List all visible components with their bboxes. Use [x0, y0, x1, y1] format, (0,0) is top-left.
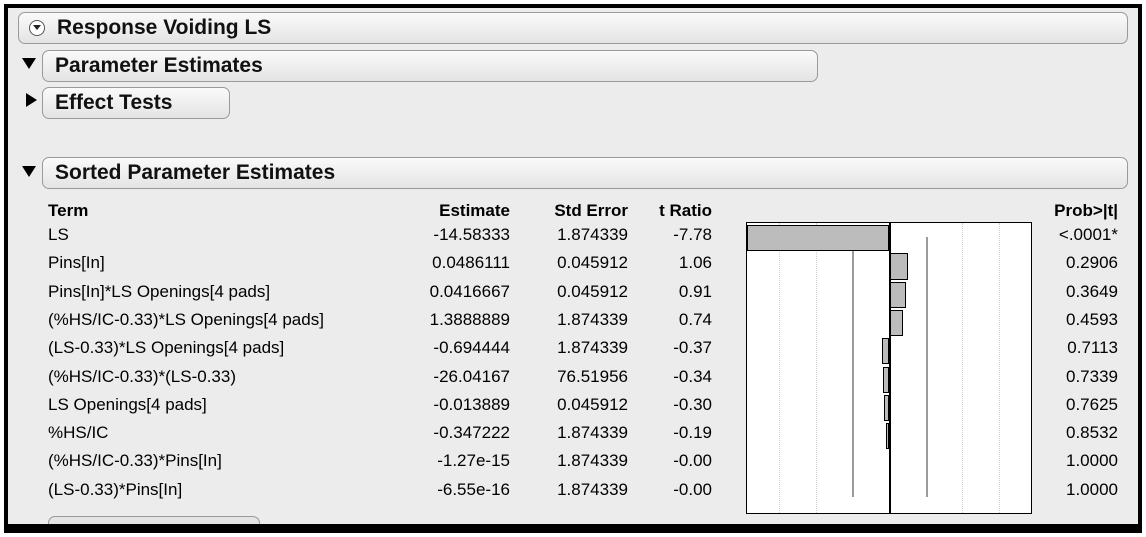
- column-header-prob[interactable]: Prob>|t|: [1054, 201, 1118, 220]
- estimate-cell: -0.347222: [433, 423, 510, 443]
- bar: [889, 281, 906, 308]
- t-ratio-cell: -0.30: [673, 394, 712, 414]
- std-error-cell: 1.874339: [557, 423, 628, 443]
- t-ratio-cell: -7.78: [673, 225, 712, 244]
- std-error-cell: 1.874339: [557, 451, 628, 471]
- t-ratio-cell: -0.34: [673, 366, 712, 386]
- term-cell: (LS-0.33)*Pins[In]: [48, 479, 183, 499]
- collapse-report-icon[interactable]: [29, 20, 45, 36]
- std-error-cell: 1.874339: [557, 225, 628, 244]
- estimate-cell: -1.27e-15: [437, 451, 510, 471]
- std-error-cell: 1.874339: [557, 338, 628, 358]
- std-error-cell: 0.045912: [557, 253, 628, 273]
- t-ratio-bar-chart: [746, 222, 1032, 514]
- std-error-cell: 1.874339: [557, 479, 628, 499]
- sorted-estimates-table: Term Estimate Std Error t Ratio Prob>|t|…: [8, 8, 1138, 524]
- effect-tests-header[interactable]: Effect Tests: [42, 87, 230, 119]
- prob-cell: 0.2906: [1066, 253, 1118, 273]
- disclosure-down-icon-sorted[interactable]: [22, 166, 36, 177]
- t-ratio-cell: -0.00: [673, 451, 712, 471]
- term-cell: Pins[In]*LS Openings[4 pads]: [48, 281, 271, 301]
- report-panel: Response Voiding LS Parameter Estimates …: [8, 8, 1138, 524]
- effect-tests-title: Effect Tests: [55, 91, 173, 114]
- estimate-cell: -0.013889: [433, 394, 510, 414]
- term-cell: LS: [48, 225, 69, 244]
- sorted-parameter-estimates-header[interactable]: Sorted Parameter Estimates: [42, 157, 1128, 189]
- grid-line: [779, 223, 781, 513]
- zero-line: [889, 223, 891, 513]
- bar: [885, 423, 889, 450]
- t-ratio-cell: -0.00: [673, 479, 712, 499]
- column-header-term[interactable]: Term: [48, 201, 89, 220]
- t-ratio-cell: -0.19: [673, 423, 712, 443]
- column-header-t-ratio[interactable]: t Ratio: [659, 201, 712, 220]
- term-cell: (%HS/IC-0.33)*LS Openings[4 pads]: [48, 309, 324, 329]
- term-cell: (LS-0.33)*LS Openings[4 pads]: [48, 338, 285, 358]
- report-header[interactable]: Response Voiding LS: [18, 12, 1128, 44]
- bar: [889, 253, 909, 280]
- estimate-cell: -6.55e-16: [437, 479, 510, 499]
- column-header-std-error[interactable]: Std Error: [554, 201, 628, 220]
- t-ratio-cell: 1.06: [678, 253, 712, 273]
- prob-cell: 0.8532: [1066, 423, 1118, 443]
- t-ratio-cell: 0.74: [678, 309, 712, 329]
- report-title: Response Voiding LS: [57, 16, 272, 39]
- t-ratio-cell: 0.91: [678, 281, 712, 301]
- collapsed-outline-stub[interactable]: [48, 516, 260, 524]
- std-error-cell: 1.874339: [557, 309, 628, 329]
- std-error-cell: 76.51956: [557, 366, 628, 386]
- grid-line: [998, 223, 1000, 513]
- column-header-estimate[interactable]: Estimate: [439, 201, 510, 220]
- grid-line: [815, 223, 817, 513]
- prob-cell: 0.3649: [1066, 281, 1118, 301]
- t-ratio-cell: -0.37: [673, 338, 712, 358]
- bar: [883, 394, 889, 422]
- prob-cell: 0.7113: [1067, 338, 1118, 358]
- prob-cell: 0.7625: [1066, 394, 1118, 414]
- estimate-cell: -0.694444: [433, 338, 510, 358]
- parameter-estimates-header[interactable]: Parameter Estimates: [42, 50, 818, 82]
- prob-cell: 0.7339: [1066, 366, 1118, 386]
- estimate-cell: 0.0416667: [429, 281, 510, 301]
- term-cell: LS Openings[4 pads]: [48, 394, 207, 414]
- disclosure-right-icon[interactable]: [26, 93, 37, 107]
- disclosure-down-icon[interactable]: [22, 58, 36, 69]
- term-cell: %HS/IC: [48, 423, 109, 443]
- estimate-cell: -26.04167: [433, 366, 510, 386]
- bar: [882, 366, 889, 393]
- std-error-cell: 0.045912: [557, 394, 628, 414]
- parameter-estimates-title: Parameter Estimates: [55, 54, 263, 77]
- grid-line: [962, 223, 963, 513]
- bar: [889, 309, 903, 337]
- std-error-cell: 0.045912: [557, 281, 628, 301]
- prob-cell: <.0001*: [1058, 225, 1118, 244]
- prob-cell: 0.4593: [1066, 309, 1118, 329]
- term-cell: (%HS/IC-0.33)*Pins[In]: [48, 451, 222, 471]
- reference-line: [852, 237, 855, 497]
- estimate-cell: -14.58333: [433, 225, 510, 244]
- prob-cell: 1.0000: [1066, 479, 1118, 499]
- term-cell: (%HS/IC-0.33)*(LS-0.33): [48, 366, 237, 386]
- estimate-cell: 1.3888889: [429, 309, 510, 329]
- prob-cell: 1.0000: [1066, 451, 1118, 471]
- reference-line: [925, 237, 928, 497]
- bar: [882, 338, 889, 365]
- term-cell: Pins[In]: [48, 253, 105, 273]
- sorted-parameter-estimates-title: Sorted Parameter Estimates: [55, 161, 336, 184]
- estimate-cell: 0.0486111: [432, 253, 510, 273]
- bar: [747, 225, 889, 252]
